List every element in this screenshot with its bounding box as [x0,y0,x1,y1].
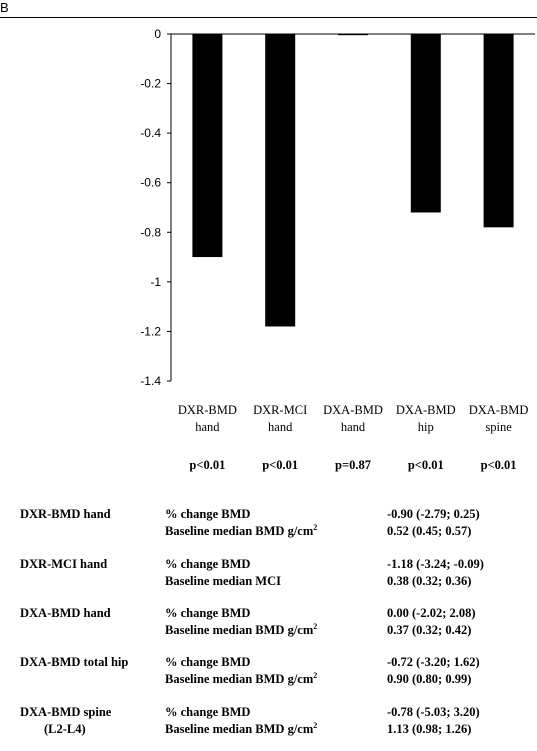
table-row-change-value: -0.78 (-5.03; 3.20) [387,705,480,719]
category-label: DXA-BMD [396,403,456,417]
category-label-line2: hip [418,420,434,434]
table-row-change-value: -0.90 (-2.79; 0.25) [387,507,480,521]
y-tick-label: -0.4 [140,126,161,140]
table-row-baseline-value: 0.90 (0.80; 0.99) [387,672,472,686]
bar [265,34,296,327]
table-row-measure: % change BMD [165,557,251,571]
table-row-baseline-label: Baseline median BMD g/cm2 [165,621,318,637]
figure-label: B [0,0,9,15]
category-label-line2: hand [268,420,293,434]
category-label-line2: hand [195,420,220,434]
table-row-name: DXA-BMD spine [20,705,112,719]
table-row-measure: % change BMD [165,705,251,719]
unit-superscript: 2 [313,720,318,730]
table-row-baseline-value: 0.38 (0.32; 0.36) [387,574,472,588]
p-value-label: p<0.01 [189,458,225,472]
category-label: DXA-BMD [469,403,529,417]
category-label-line2: hand [341,420,366,434]
unit-superscript: 2 [313,522,318,532]
y-tick-label: -0.2 [140,77,161,91]
bar [338,34,368,36]
top-divider [0,17,537,18]
p-value-label: p=0.87 [335,458,371,472]
table-row-change-value: 0.00 (-2.02; 2.08) [387,606,476,620]
table-row-baseline-label: Baseline median BMD g/cm2 [165,670,318,686]
y-tick-label: -1.2 [140,324,161,338]
y-tick-label: -1.4 [140,374,161,388]
table-row-change-value: -1.18 (-3.24; -0.09) [387,557,484,571]
table-row-name: DXR-MCI hand [20,557,108,571]
table-row-measure: % change BMD [165,507,251,521]
table-row-name: DXA-BMD hand [20,606,111,620]
category-label: DXA-BMD [323,403,383,417]
table-row-measure: % change BMD [165,606,251,620]
table-row-name: DXA-BMD total hip [20,655,129,669]
p-value-label: p<0.01 [481,458,517,472]
y-tick-label: -0.6 [140,176,161,190]
bar-chart: 0 -0.2 -0.4 -0.6 -0.8 -1 -1.2 -1.4 DXR-BMD hand p<… [140,27,535,472]
table-row-baseline-label: Baseline median BMD g/cm2 [165,522,318,538]
y-tick-label: 0 [154,27,161,41]
table-row-baseline-value: 1.13 (0.98; 1.26) [387,722,472,736]
y-tick-label: -0.8 [140,225,161,239]
table-row-name-line2: (L2-L4) [44,722,86,736]
table-row-measure: % change BMD [165,655,251,669]
table-row-name: DXR-BMD hand [20,507,111,521]
table-row-change-value: -0.72 (-3.20; 1.62) [387,655,480,669]
p-value-label: p<0.01 [408,458,444,472]
category-label-line2: spine [485,420,512,434]
table-row-baseline-label: Baseline median MCI [165,574,281,588]
p-value-label: p<0.01 [262,458,298,472]
table-row-baseline-value: 0.52 (0.45; 0.57) [387,524,472,538]
table-row-baseline-value: 0.37 (0.32; 0.42) [387,623,472,637]
table-row-baseline-label: Baseline median BMD g/cm2 [165,720,318,736]
unit-superscript: 2 [313,670,318,680]
y-tick-label: -1 [150,275,161,289]
bar [410,34,441,213]
bar [192,34,223,258]
bar [483,34,514,228]
unit-superscript: 2 [313,621,318,631]
category-label: DXR-MCI [253,403,307,417]
category-label: DXR-BMD [178,403,237,417]
